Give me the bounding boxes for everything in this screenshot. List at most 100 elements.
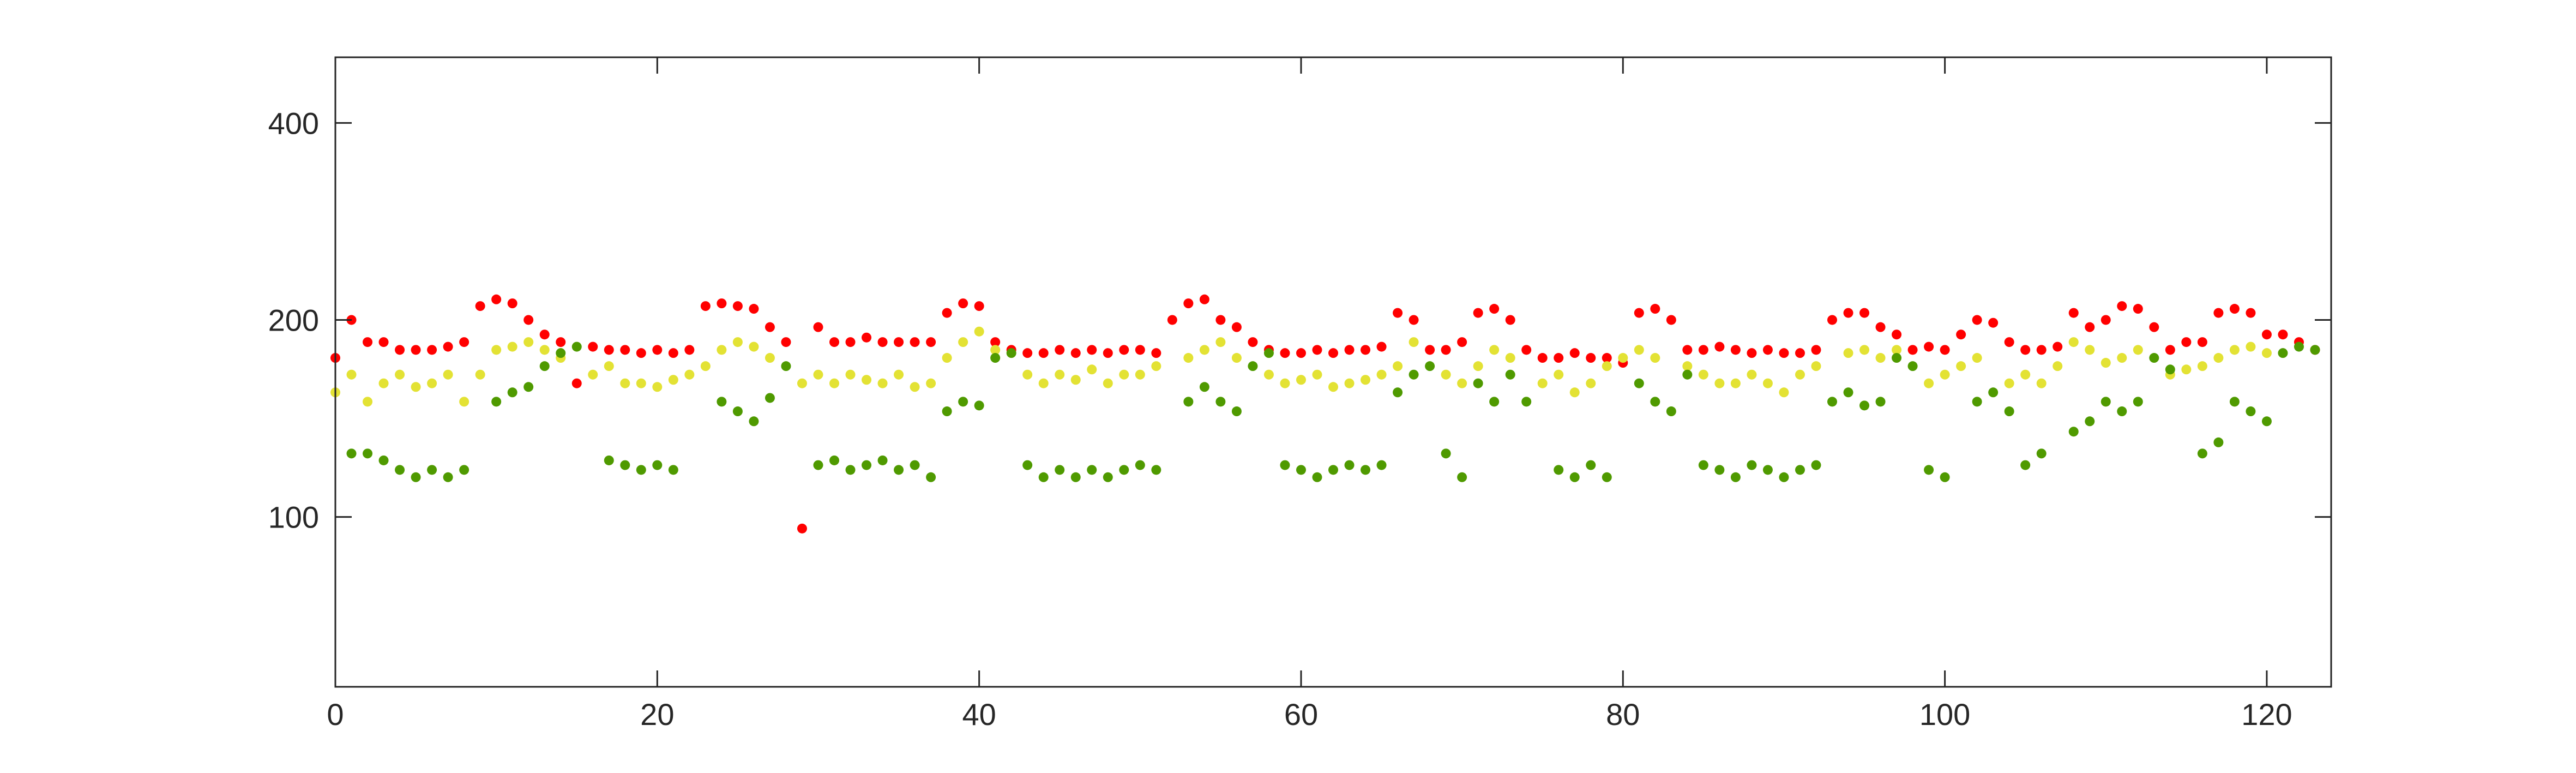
- data-point: [894, 337, 904, 347]
- data-point: [1199, 382, 1209, 392]
- data-point: [1843, 348, 1853, 358]
- data-point: [1892, 353, 1902, 363]
- data-point: [2133, 397, 2143, 407]
- data-point: [1231, 353, 1242, 363]
- x-tick-label: 100: [1919, 697, 1970, 732]
- data-point: [2213, 308, 2224, 318]
- x-tick-label: 80: [1606, 697, 1640, 732]
- data-point: [1795, 369, 1805, 380]
- data-point: [1586, 353, 1596, 363]
- data-point: [1022, 348, 1033, 358]
- data-point: [2310, 345, 2320, 355]
- data-point: [1393, 387, 1403, 398]
- data-point: [1811, 345, 1821, 355]
- data-point: [877, 337, 888, 347]
- data-point: [2278, 329, 2288, 340]
- data-point: [2085, 345, 2095, 355]
- data-point: [990, 345, 1001, 355]
- data-point: [1167, 315, 1177, 325]
- data-point: [1055, 369, 1065, 380]
- data-point: [395, 465, 405, 475]
- data-point: [1425, 345, 1435, 355]
- data-point: [829, 378, 839, 388]
- data-point: [1425, 361, 1435, 371]
- x-tick-label: 120: [2241, 697, 2292, 732]
- data-point: [732, 406, 743, 417]
- data-point: [2085, 322, 2095, 332]
- data-point: [2020, 369, 2031, 380]
- data-point: [2165, 345, 2175, 355]
- data-point: [1296, 375, 1306, 385]
- data-point: [1505, 315, 1515, 325]
- data-point: [958, 298, 968, 309]
- data-point: [1602, 361, 1612, 371]
- data-point: [1650, 397, 1660, 407]
- data-point: [1151, 348, 1161, 358]
- data-point: [2068, 427, 2079, 437]
- data-point: [1103, 348, 1113, 358]
- data-point: [1730, 345, 1741, 355]
- data-point: [1730, 378, 1741, 388]
- data-point: [395, 369, 405, 380]
- axes-box: [334, 56, 2332, 688]
- data-point: [1924, 465, 1934, 475]
- data-point: [1811, 361, 1821, 371]
- data-point: [862, 460, 872, 470]
- data-point: [1344, 345, 1355, 355]
- data-point: [459, 397, 470, 407]
- data-point: [717, 397, 727, 407]
- data-point: [1988, 387, 1999, 398]
- data-point: [427, 465, 437, 475]
- data-point: [1280, 378, 1290, 388]
- data-point: [2197, 337, 2207, 347]
- data-point: [1119, 465, 1129, 475]
- data-point: [1811, 460, 1821, 470]
- x-tick-label: 20: [640, 697, 674, 732]
- x-tick-label: 0: [327, 697, 344, 732]
- data-point: [1924, 341, 1934, 352]
- data-point: [523, 382, 534, 392]
- data-point: [1038, 348, 1049, 358]
- data-point: [2229, 304, 2240, 314]
- data-point: [1875, 322, 1886, 332]
- data-point: [1521, 345, 1532, 355]
- data-point: [1006, 348, 1016, 358]
- data-point: [620, 345, 630, 355]
- data-point: [2261, 348, 2272, 358]
- data-point: [1875, 353, 1886, 363]
- data-point: [1103, 472, 1113, 482]
- data-point: [604, 455, 614, 465]
- data-point: [2100, 397, 2111, 407]
- data-point: [1602, 353, 1612, 363]
- data-point: [1119, 345, 1129, 355]
- data-point: [1602, 472, 1612, 482]
- data-point: [2036, 448, 2047, 459]
- data-point: [1698, 460, 1708, 470]
- data-point: [1779, 387, 1789, 398]
- data-point: [443, 341, 453, 352]
- data-point: [2278, 348, 2288, 358]
- data-point: [1537, 353, 1548, 363]
- data-point: [1795, 348, 1805, 358]
- data-point: [378, 378, 389, 388]
- data-point: [1892, 329, 1902, 340]
- data-point: [717, 345, 727, 355]
- data-point: [2246, 406, 2256, 417]
- data-point: [700, 301, 711, 311]
- data-point: [1956, 329, 1966, 340]
- data-point: [829, 455, 839, 465]
- data-point: [1473, 308, 1483, 318]
- data-point: [668, 348, 678, 358]
- data-point: [1924, 378, 1934, 388]
- data-point: [2036, 378, 2047, 388]
- data-point: [2117, 301, 2127, 311]
- data-point: [1972, 315, 1982, 325]
- data-point: [1940, 369, 1950, 380]
- data-point: [1586, 378, 1596, 388]
- data-point: [2197, 448, 2207, 459]
- data-point: [1730, 472, 1741, 482]
- data-point: [491, 397, 502, 407]
- data-point: [491, 294, 502, 304]
- data-point: [894, 465, 904, 475]
